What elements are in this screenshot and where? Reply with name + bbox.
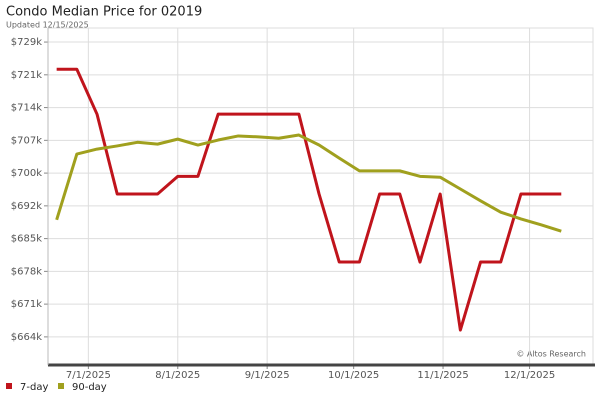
y-tick-label: $685k <box>11 234 42 245</box>
x-tick-label: 11/1/2025 <box>417 370 468 381</box>
y-tick-label: $729k <box>11 37 42 48</box>
y-tick-label: $714k <box>11 103 42 114</box>
y-tick-label: $692k <box>11 201 42 212</box>
legend-swatch <box>58 383 64 389</box>
y-tick-label: $664k <box>11 332 42 343</box>
y-tick-label: $671k <box>11 299 42 310</box>
y-tick-label: $721k <box>11 70 42 81</box>
line-series <box>55 133 562 233</box>
x-tick-label: 10/1/2025 <box>328 370 379 381</box>
y-tick-label: $700k <box>11 168 42 179</box>
x-tick-label: 7/1/2025 <box>66 370 111 381</box>
x-tick-label: 8/1/2025 <box>155 370 200 381</box>
chart-title: Condo Median Price for 02019 <box>6 5 202 20</box>
chart-subtitle: Updated 12/15/2025 <box>6 21 89 30</box>
line-series <box>56 67 562 332</box>
legend-swatch <box>6 383 12 389</box>
legend-label: 90-day <box>72 382 107 393</box>
x-tick-label: 12/1/2025 <box>504 370 555 381</box>
watermark: © Altos Research <box>516 350 586 359</box>
y-tick-label: $707k <box>11 135 42 146</box>
x-tick-label: 9/1/2025 <box>245 370 290 381</box>
legend-label: 7-day <box>20 382 48 393</box>
y-tick-label: $678k <box>11 266 42 277</box>
